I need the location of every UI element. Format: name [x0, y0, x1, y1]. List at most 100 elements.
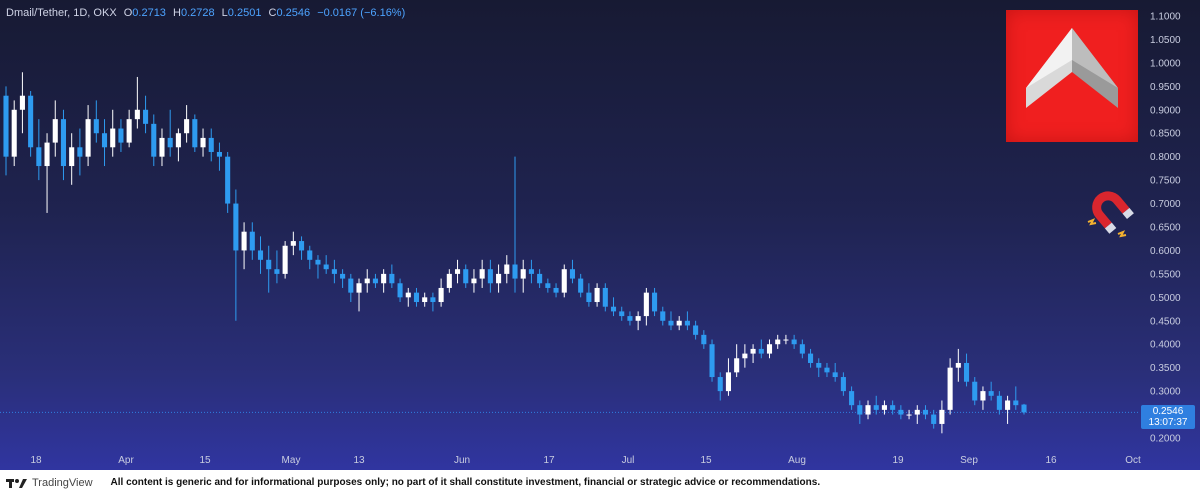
candle-body	[372, 278, 378, 284]
candle-body	[249, 231, 255, 251]
candle	[914, 405, 920, 424]
candle-body	[52, 119, 58, 143]
candle-body	[184, 119, 190, 134]
candle	[643, 287, 649, 326]
candle	[717, 372, 723, 401]
candle	[816, 358, 822, 378]
candle	[602, 283, 608, 312]
symbol-header[interactable]: Dmail/Tether, 1D, OKX O0.2713 H0.2728 L0…	[6, 7, 405, 19]
candle-body	[257, 250, 264, 260]
candle-body	[734, 358, 740, 373]
candle	[693, 320, 699, 340]
candle-body	[151, 123, 157, 157]
candle-body	[684, 320, 690, 326]
candle-body	[44, 142, 50, 167]
candle-body	[914, 409, 920, 415]
dmail-logo-icon	[1006, 10, 1138, 142]
candle-body	[307, 250, 313, 260]
candle	[668, 311, 674, 331]
candle	[873, 395, 879, 415]
candle-body	[1013, 400, 1019, 406]
candle-body	[405, 292, 411, 298]
candle-body	[602, 287, 608, 307]
candle-body	[241, 231, 247, 251]
candle	[766, 339, 773, 359]
candle	[980, 386, 986, 410]
candle	[553, 283, 559, 298]
candle	[808, 348, 814, 368]
chart-area[interactable]: 1.1000 1.0500 1.0000 0.9500 0.9000 0.8500 0.80…	[0, 0, 1200, 470]
candle	[972, 377, 978, 406]
candle	[865, 400, 871, 420]
tradingview-name[interactable]: TradingView	[32, 476, 93, 489]
candle-body	[766, 344, 773, 354]
candle-body	[586, 292, 592, 303]
candle	[381, 269, 387, 293]
x-tick-label: 15	[199, 455, 211, 466]
y-tick-label: 0.7500	[1150, 176, 1181, 187]
candle	[290, 231, 296, 256]
last-price-value: 0.2546	[1152, 406, 1184, 417]
candle-body	[208, 137, 214, 152]
candle-body	[643, 292, 649, 317]
candle	[446, 269, 452, 293]
candle	[175, 128, 181, 162]
tradingview-brand[interactable]: TradingView	[6, 477, 93, 489]
x-tick-label: May	[282, 455, 301, 466]
candle	[225, 151, 231, 213]
candle	[257, 236, 264, 274]
candle	[274, 250, 280, 284]
candle-body	[693, 325, 699, 335]
candle	[454, 259, 461, 284]
candle-body	[282, 245, 288, 274]
candle-body	[101, 133, 108, 148]
candle-body	[972, 381, 978, 401]
magnet-icon	[1082, 182, 1142, 247]
candle	[586, 283, 592, 307]
candle-body	[578, 278, 584, 293]
candle	[151, 114, 157, 167]
candle	[389, 264, 395, 288]
candle-body	[438, 287, 444, 303]
candle-body	[709, 344, 715, 378]
candle-body	[381, 273, 387, 284]
y-tick-label: 1.1000	[1150, 12, 1181, 23]
y-tick-label: 0.7000	[1150, 199, 1181, 210]
candle-body	[356, 283, 362, 293]
candle	[340, 269, 346, 288]
candle	[159, 128, 165, 167]
candle-body	[413, 292, 420, 303]
candle-body	[873, 405, 879, 410]
candle-body	[175, 133, 181, 148]
disclaimer-text: All content is generic and for informati…	[110, 477, 821, 488]
y-tick-label: 0.5500	[1150, 269, 1181, 280]
candle	[233, 189, 239, 321]
candle	[315, 255, 321, 279]
candle	[824, 362, 830, 378]
candle	[512, 156, 518, 293]
candle-body	[931, 414, 937, 424]
candle-body	[660, 311, 666, 321]
candle	[397, 278, 403, 303]
candle-body	[216, 151, 222, 157]
candle	[3, 86, 9, 176]
candle-body	[750, 348, 756, 354]
candle-body	[331, 269, 337, 274]
candle	[922, 405, 929, 420]
symbol-label[interactable]: Dmail/Tether, 1D, OKX	[6, 7, 117, 19]
candle	[36, 119, 42, 181]
candle-body	[676, 320, 682, 326]
candlestick-chart[interactable]: 1.1000 1.0500 1.0000 0.9500 0.9000 0.8500 0.80…	[0, 0, 1200, 470]
candle	[348, 273, 354, 303]
candle	[496, 264, 502, 293]
candle	[438, 278, 444, 307]
candle-body	[939, 409, 945, 424]
open-label: O	[123, 7, 133, 19]
candle	[331, 259, 337, 284]
low-value: 0.2501	[227, 7, 262, 19]
candle	[947, 358, 953, 415]
candle	[1021, 403, 1027, 415]
candle-body	[668, 320, 674, 326]
candle-body	[528, 269, 534, 274]
y-tick-label: 0.5000	[1150, 293, 1181, 304]
